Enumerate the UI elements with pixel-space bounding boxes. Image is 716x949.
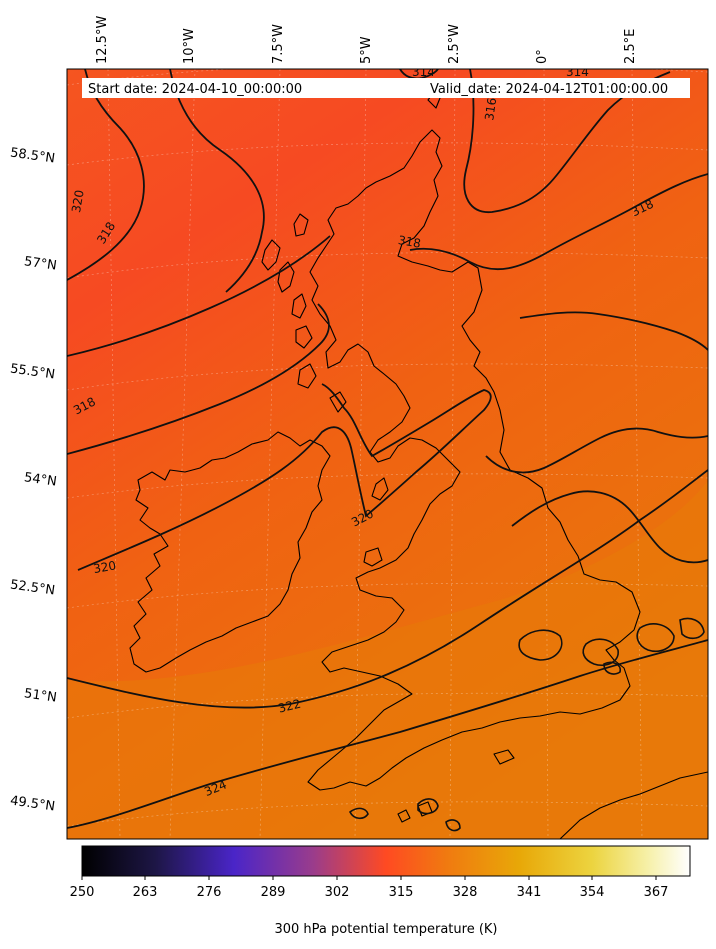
colorbar-tick-label: 302 [325,885,350,900]
lon-label: 12.5°W [95,16,110,64]
colorbar-label: 300 hPa potential temperature (K) [274,922,497,937]
lon-label: 5°W [359,36,374,64]
contour-318-west [67,235,331,357]
colorbar-tick-label: 276 [197,885,222,900]
colorbar-tick-label: 263 [133,885,158,900]
colorbar-tick-label: 315 [389,885,414,900]
contour-318-inner [67,69,145,281]
valid-date: Valid_date: 2024-04-12T01:00:00.00 [430,82,668,97]
lat-label: 55.5°N [9,361,56,382]
lon-label: 7.5°W [271,24,286,64]
contour-320-south [77,383,492,571]
warm-region-south [67,480,708,839]
contour-label: 314 [566,65,589,79]
contour-label: 318 [397,233,422,251]
map-frame [66,68,709,840]
colorbar-tick-label: 354 [580,885,605,900]
map-panel: 320 318 318 320 320 322 324 318 318 316 … [66,65,709,840]
colorbar-tick-label: 328 [453,885,478,900]
contour-318-north [169,69,265,293]
colorbar-tick-label: 367 [644,885,669,900]
contour-label: 316 [482,97,499,122]
colorbar-gradient [81,845,691,877]
contour-320-ireland [67,303,330,455]
lat-label: 51°N [23,686,58,705]
colorbar-tick-label: 341 [517,885,542,900]
start-date: Start date: 2024-04-10_00:00:00 [88,82,302,97]
info-banner: Start date: 2024-04-10_00:00:00 Valid_da… [82,78,690,98]
colorbar-ticks [81,876,657,880]
contour-label: 314 [412,65,435,79]
contour-318-southeast [511,490,708,564]
lat-label: 54°N [23,470,58,489]
coastlines [129,91,708,839]
latitude-labels: 58.5°N 57°N 55.5°N 54°N 52.5°N 51°N 49.5… [9,145,57,814]
lon-label: 10°W [182,28,197,64]
contour-322 [67,469,708,709]
lat-label: 58.5°N [9,145,56,166]
contour-east-loop [519,311,708,351]
contour-318-east [409,173,708,271]
lon-label: 0° [535,49,550,64]
colorbar-tick-label: 289 [261,885,286,900]
contour-label: 320 [69,189,87,214]
contour-320-east [485,427,708,474]
lon-label: 2.5°W [447,24,462,64]
contour-loops-southeast [348,617,705,832]
contours [67,69,708,829]
longitude-labels: 12.5°W 10°W 7.5°W 5°W 2.5°W 0° 2.5°E [95,16,638,64]
colorbar-tick-labels: 250 263 276 289 302 315 328 341 354 367 [70,885,669,900]
lat-label: 49.5°N [9,793,56,814]
lat-label: 57°N [23,254,58,273]
contour-324 [67,639,708,829]
colorbar: 250 263 276 289 302 315 328 341 354 367 … [70,845,691,937]
graticule [67,69,708,839]
colorbar-tick-label: 250 [70,885,95,900]
contour-label: 320 [92,558,117,576]
lon-label: 2.5°E [623,29,638,64]
lat-label: 52.5°N [9,577,56,598]
contour-316 [463,69,671,213]
contour-label: 322 [277,697,303,716]
